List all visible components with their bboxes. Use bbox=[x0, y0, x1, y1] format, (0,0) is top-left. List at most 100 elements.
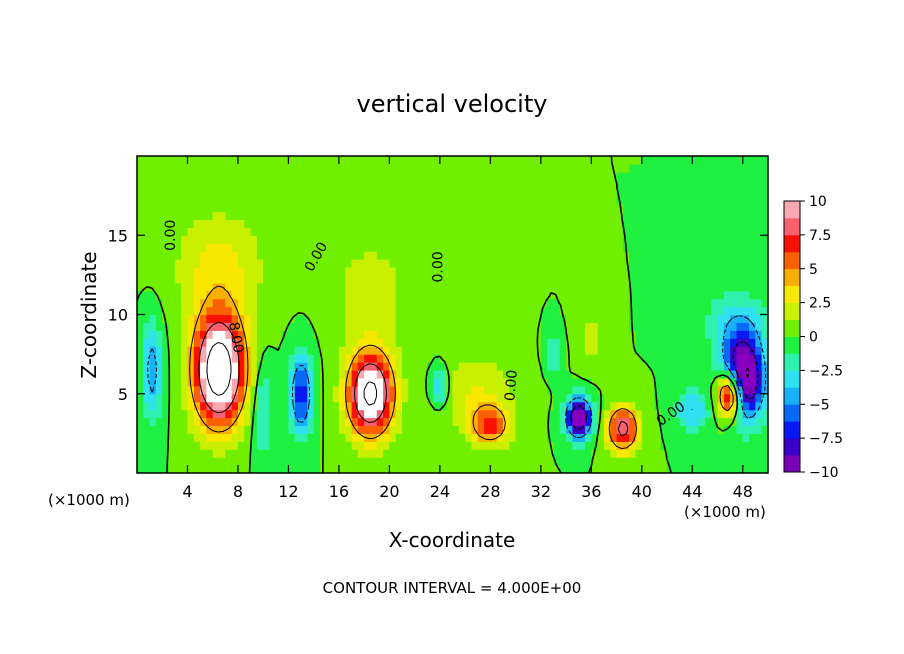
field-cell bbox=[408, 354, 416, 363]
field-cell bbox=[578, 362, 586, 371]
field-cell bbox=[553, 362, 561, 371]
field-cell bbox=[761, 203, 768, 213]
field-cell bbox=[484, 227, 491, 236]
field-cell bbox=[420, 465, 428, 473]
field-cell bbox=[641, 346, 649, 355]
field-cell bbox=[338, 211, 346, 221]
field-cell bbox=[717, 449, 725, 458]
field-cell bbox=[294, 433, 302, 442]
field-cell bbox=[263, 354, 271, 363]
field-cell bbox=[452, 203, 460, 213]
field-cell bbox=[307, 290, 315, 300]
field-cell bbox=[685, 274, 693, 284]
field-cell bbox=[319, 282, 327, 292]
field-cell bbox=[622, 259, 630, 268]
field-cell bbox=[711, 211, 719, 221]
field-cell bbox=[155, 330, 163, 339]
colorbar-swatch bbox=[784, 370, 800, 388]
field-cell bbox=[301, 179, 308, 189]
field-cell bbox=[250, 266, 258, 276]
field-cell bbox=[484, 195, 491, 205]
field-cell bbox=[212, 338, 220, 347]
field-cell bbox=[263, 259, 271, 268]
field-cell bbox=[250, 330, 258, 339]
field-cell bbox=[225, 441, 233, 450]
field-cell bbox=[402, 227, 409, 236]
field-cell bbox=[717, 179, 725, 189]
field-cell bbox=[452, 449, 460, 458]
field-cell bbox=[231, 211, 239, 221]
field-cell bbox=[345, 290, 353, 300]
field-cell bbox=[685, 377, 693, 387]
field-cell bbox=[143, 163, 151, 173]
field-cell bbox=[351, 449, 359, 458]
field-cell bbox=[206, 322, 214, 331]
field-cell bbox=[502, 171, 510, 181]
field-cell bbox=[540, 187, 548, 197]
field-cell bbox=[338, 243, 346, 252]
field-cell bbox=[168, 290, 176, 300]
field-cell bbox=[338, 330, 346, 339]
field-cell bbox=[452, 282, 460, 292]
field-cell bbox=[603, 457, 611, 466]
field-cell bbox=[585, 433, 592, 442]
field-cell bbox=[351, 330, 359, 339]
field-cell bbox=[610, 211, 618, 221]
field-cell bbox=[723, 187, 731, 197]
field-cell bbox=[275, 401, 283, 411]
field-cell bbox=[193, 187, 201, 197]
field-cell bbox=[635, 195, 643, 205]
field-cell bbox=[553, 282, 561, 292]
field-cell bbox=[294, 298, 302, 308]
field-cell bbox=[692, 314, 700, 324]
field-cell bbox=[755, 227, 763, 236]
x-tick-label: 36 bbox=[581, 482, 601, 501]
field-cell bbox=[389, 457, 397, 466]
field-cell bbox=[395, 449, 403, 458]
field-cell bbox=[603, 235, 611, 244]
field-cell bbox=[313, 377, 321, 387]
field-cell bbox=[269, 274, 277, 284]
field-cell bbox=[162, 441, 170, 450]
x-tick-label: 44 bbox=[682, 482, 702, 501]
field-cell bbox=[465, 171, 473, 181]
field-cell bbox=[168, 433, 176, 442]
field-cell bbox=[484, 377, 491, 387]
field-cell bbox=[250, 235, 258, 244]
field-cell bbox=[149, 290, 157, 300]
field-cell bbox=[181, 306, 189, 316]
field-cell bbox=[282, 433, 290, 442]
field-cell bbox=[692, 282, 700, 292]
field-cell bbox=[237, 449, 245, 458]
colorbar-tick-label: −5 bbox=[809, 397, 830, 413]
field-cell bbox=[755, 377, 763, 387]
field-cell bbox=[307, 195, 315, 205]
field-cell bbox=[484, 156, 491, 165]
field-cell bbox=[591, 330, 599, 339]
field-cell bbox=[143, 369, 151, 379]
field-cell bbox=[534, 163, 542, 173]
field-cell bbox=[351, 290, 359, 300]
field-cell bbox=[490, 251, 498, 260]
field-cell bbox=[717, 195, 725, 205]
field-cell bbox=[641, 156, 649, 165]
field-cell bbox=[345, 187, 353, 197]
field-cell bbox=[193, 417, 201, 427]
field-cell bbox=[755, 401, 763, 411]
field-cell bbox=[357, 465, 365, 473]
field-cell bbox=[509, 330, 517, 339]
field-cell bbox=[269, 227, 277, 236]
field-cell bbox=[528, 251, 536, 260]
field-cell bbox=[660, 203, 668, 213]
field-cell bbox=[578, 409, 586, 419]
field-cell bbox=[742, 425, 750, 434]
field-cell bbox=[723, 401, 731, 411]
field-cell bbox=[742, 266, 750, 276]
field-cell bbox=[509, 401, 517, 411]
field-cell bbox=[200, 282, 208, 292]
field-cell bbox=[200, 227, 208, 236]
field-cell bbox=[528, 266, 536, 276]
field-cell bbox=[471, 219, 479, 228]
field-cell bbox=[490, 385, 498, 395]
field-cell bbox=[566, 219, 573, 228]
